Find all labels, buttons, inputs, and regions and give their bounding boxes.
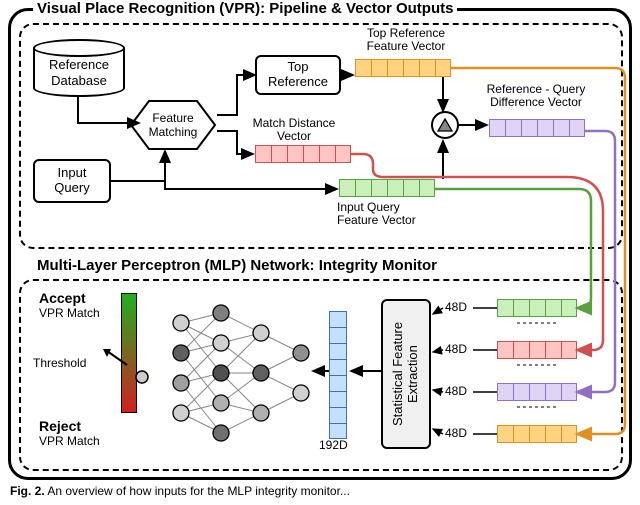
- d192-label: 192D: [319, 439, 348, 452]
- mdv-label: Match Distance Vector: [239, 117, 349, 143]
- small-orange-vec: [497, 425, 577, 443]
- input-query-box: Input Query: [33, 159, 111, 203]
- d48-1: 48D: [445, 301, 467, 314]
- d48-3: 48D: [445, 385, 467, 398]
- threshold-label: Threshold: [33, 357, 86, 370]
- ref-query-diff-vector: [489, 119, 585, 137]
- threshold-arrow-icon: [101, 349, 133, 369]
- refdb-line2: Database: [33, 73, 125, 88]
- rqdv-label: Reference - Query Difference Vector: [461, 83, 611, 109]
- match-distance-vector: [255, 145, 351, 163]
- mlp-network-icon: [161, 293, 341, 461]
- top-section-title: Visual Place Recognition (VPR): Pipeline…: [33, 0, 457, 17]
- d48-2: 48D: [445, 343, 467, 356]
- reject-label: Reject: [39, 419, 81, 434]
- feature-matching-hex: Feature Matching: [129, 99, 217, 151]
- top-reference-box: Top Reference: [255, 55, 341, 95]
- input-query-feature-vector: [339, 179, 435, 197]
- figure-caption: Fig. 2. An overview of how inputs for th…: [10, 484, 350, 498]
- sfe-box: Statistical Feature Extraction: [381, 299, 431, 449]
- top-ref-feature-vector: [355, 59, 451, 77]
- fmatch-label: Feature Matching: [149, 111, 198, 139]
- delta-icon: [431, 111, 459, 139]
- d48-4: 48D: [445, 427, 467, 440]
- small-red-vec: [497, 341, 577, 359]
- small-green-vec: [497, 299, 577, 317]
- bottom-section-title: Multi-Layer Perceptron (MLP) Network: In…: [33, 257, 441, 274]
- small-purple-vec: [497, 383, 577, 401]
- reference-db-cylinder: Reference Database: [33, 39, 125, 97]
- trfv-label: Top Reference Feature Vector: [351, 27, 461, 53]
- reject2-label: VPR Match: [39, 435, 100, 448]
- accept-label: Accept: [39, 291, 86, 306]
- outer-frame: Visual Place Recognition (VPR): Pipeline…: [8, 8, 632, 480]
- iqfv-label: Input Query Feature Vector: [337, 201, 437, 227]
- accept2-label: VPR Match: [39, 307, 100, 320]
- slider-knob-icon: [134, 369, 150, 385]
- refdb-line1: Reference: [33, 57, 125, 72]
- mlp-input-vector-192d: [329, 311, 347, 439]
